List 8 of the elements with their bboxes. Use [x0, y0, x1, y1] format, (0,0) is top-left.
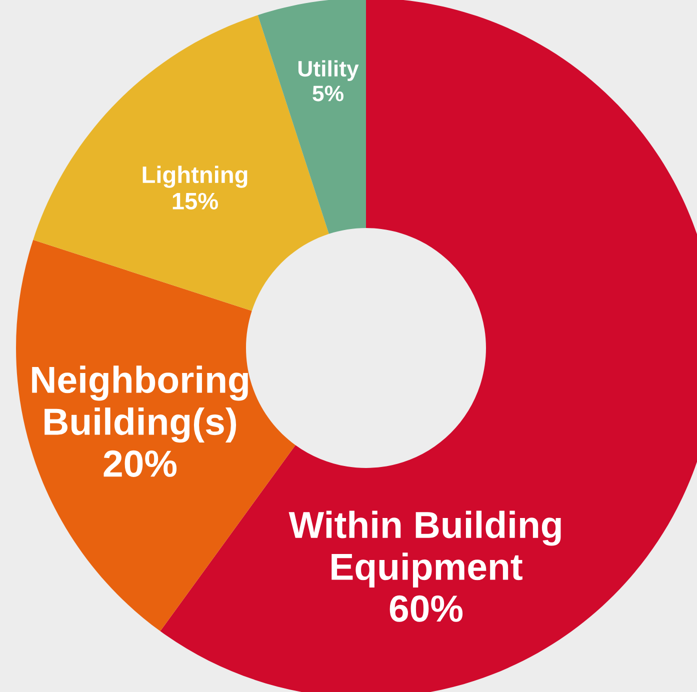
slice-label: Neighboring Building(s) — [32, 366, 248, 443]
data-label: 5% — [312, 86, 344, 102]
slice-label: Lightning — [142, 166, 248, 188]
data-label: 60% — [390, 595, 463, 622]
data-label: 20% — [104, 450, 177, 477]
slice-label: Utility — [298, 60, 359, 81]
data-label: 15% — [172, 192, 218, 210]
slice-label: Within Building Equipment — [288, 510, 561, 588]
